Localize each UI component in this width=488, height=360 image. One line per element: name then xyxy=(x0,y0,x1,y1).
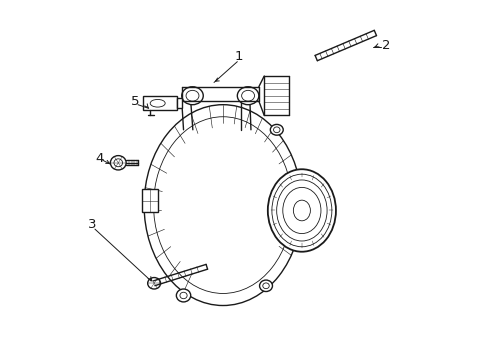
Bar xyxy=(142,189,158,212)
Text: 1: 1 xyxy=(234,50,243,63)
Text: 3: 3 xyxy=(88,218,96,231)
Text: 4: 4 xyxy=(95,152,103,165)
Ellipse shape xyxy=(110,156,126,170)
Ellipse shape xyxy=(267,169,335,252)
Text: 2: 2 xyxy=(381,39,389,52)
Bar xyxy=(143,96,177,110)
Ellipse shape xyxy=(270,125,283,135)
Ellipse shape xyxy=(147,278,160,289)
Text: 5: 5 xyxy=(131,95,139,108)
Ellipse shape xyxy=(259,280,272,292)
Ellipse shape xyxy=(237,87,258,105)
Bar xyxy=(177,99,182,108)
Ellipse shape xyxy=(293,200,310,221)
Ellipse shape xyxy=(144,105,301,306)
Ellipse shape xyxy=(182,87,203,105)
Ellipse shape xyxy=(176,289,190,302)
